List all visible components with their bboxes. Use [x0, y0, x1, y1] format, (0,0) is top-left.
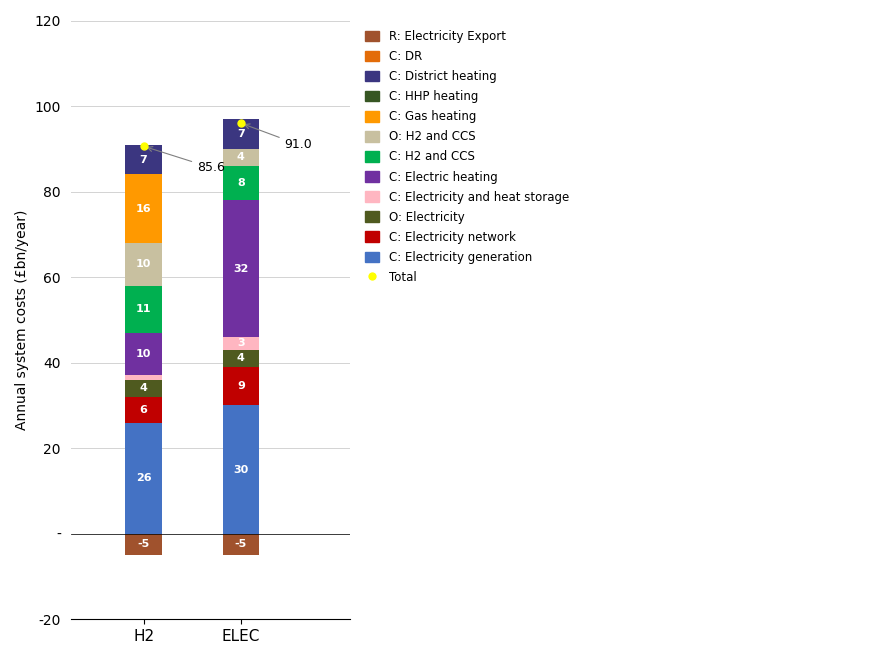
Text: 4: 4	[139, 384, 147, 393]
Bar	[125, 144, 162, 175]
Text: 7: 7	[237, 129, 244, 139]
Bar	[125, 285, 162, 333]
Text: 6: 6	[139, 405, 147, 415]
Bar	[125, 376, 162, 380]
Bar	[125, 333, 162, 376]
Text: 4: 4	[237, 353, 244, 363]
Text: 3: 3	[237, 339, 244, 349]
Bar	[223, 337, 259, 350]
Text: 30: 30	[233, 465, 249, 474]
Bar	[223, 367, 259, 405]
Bar	[125, 380, 162, 397]
Bar	[223, 534, 259, 555]
Text: 26: 26	[136, 473, 152, 483]
Text: 16: 16	[136, 204, 152, 214]
Bar	[125, 243, 162, 285]
Text: -5: -5	[235, 540, 247, 550]
Y-axis label: Annual system costs (£bn/year): Annual system costs (£bn/year)	[15, 210, 29, 430]
Text: 10: 10	[136, 349, 152, 359]
Text: 10: 10	[136, 259, 152, 270]
Bar	[125, 175, 162, 243]
Text: 9: 9	[237, 381, 244, 391]
Bar	[223, 350, 259, 367]
Text: 8: 8	[237, 178, 244, 188]
Bar	[223, 149, 259, 166]
Text: 91.0: 91.0	[244, 124, 313, 151]
Bar	[125, 397, 162, 422]
Text: 85.6: 85.6	[147, 146, 225, 174]
Bar	[125, 534, 162, 555]
Text: 7: 7	[139, 154, 147, 165]
Bar	[223, 405, 259, 534]
Bar	[125, 422, 162, 534]
Bar	[223, 166, 259, 200]
Text: 11: 11	[136, 304, 152, 314]
Text: 4: 4	[237, 152, 244, 162]
Text: -5: -5	[138, 540, 150, 550]
Text: 32: 32	[233, 264, 249, 273]
Bar	[223, 119, 259, 149]
Legend: R: Electricity Export, C: DR, C: District heating, C: HHP heating, C: Gas heatin: R: Electricity Export, C: DR, C: Distric…	[362, 26, 573, 287]
Bar	[223, 200, 259, 337]
